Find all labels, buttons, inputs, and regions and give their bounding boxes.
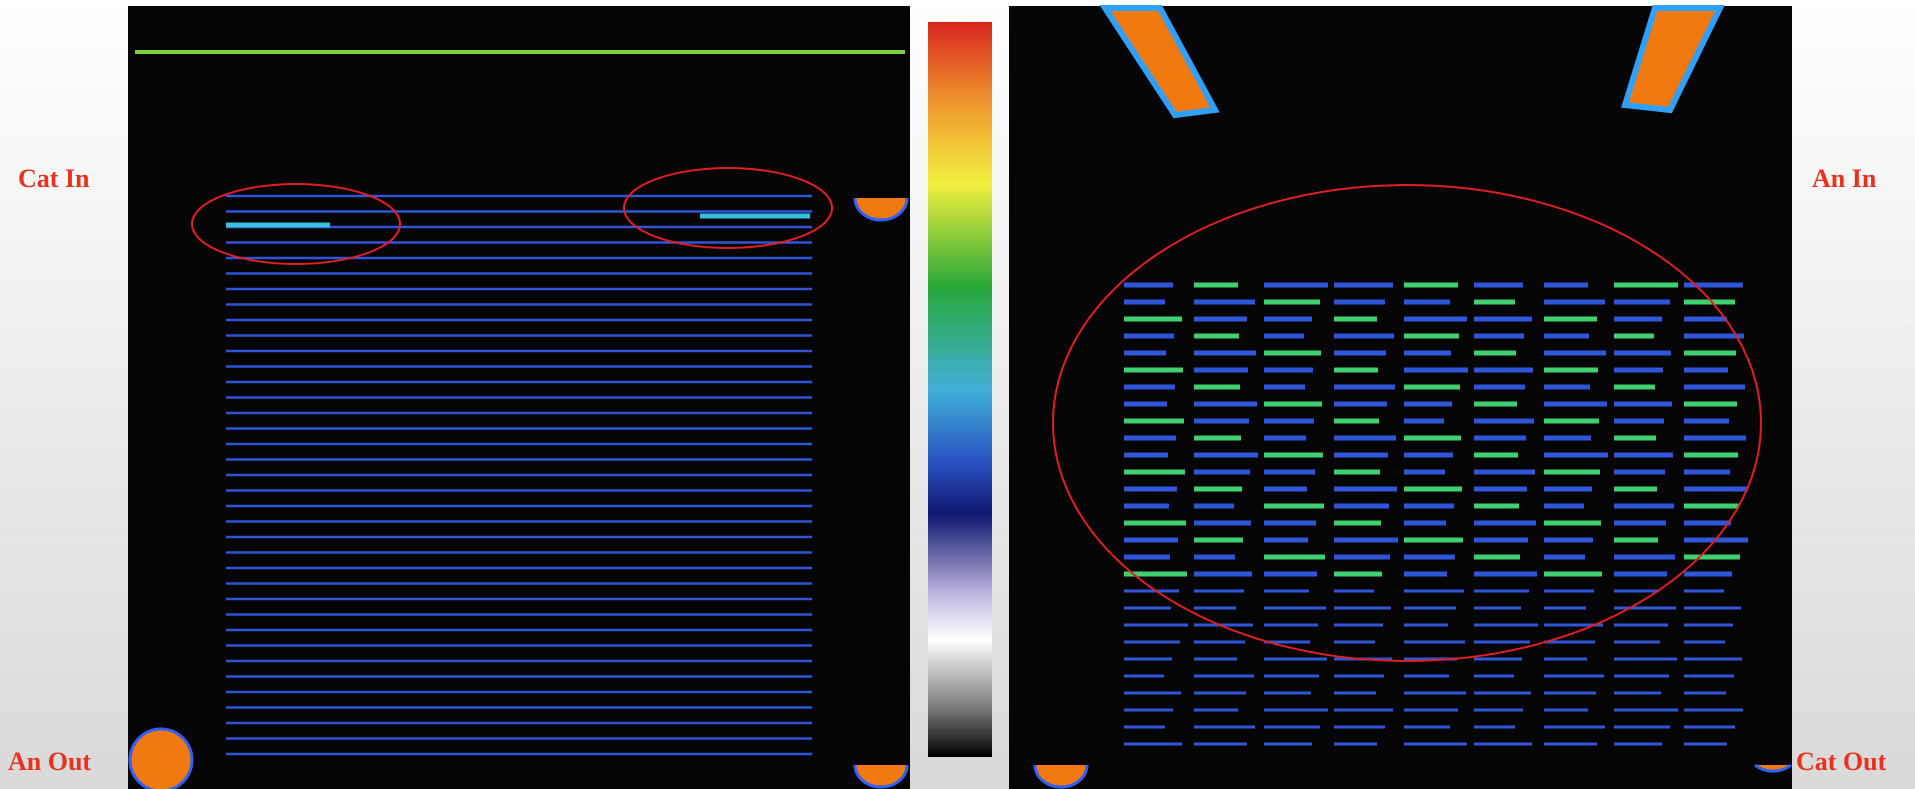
figure <box>0 0 1915 789</box>
port-label: Cat Out <box>1796 747 1886 777</box>
port-label: Cat In <box>18 164 90 194</box>
right-image <box>1009 6 1792 789</box>
color-bar <box>928 22 992 757</box>
port-label: An In <box>1812 164 1876 194</box>
port-label: An Out <box>8 747 91 777</box>
port <box>130 729 192 789</box>
page: Cat In An Out An In Cat Out <box>0 0 1915 789</box>
